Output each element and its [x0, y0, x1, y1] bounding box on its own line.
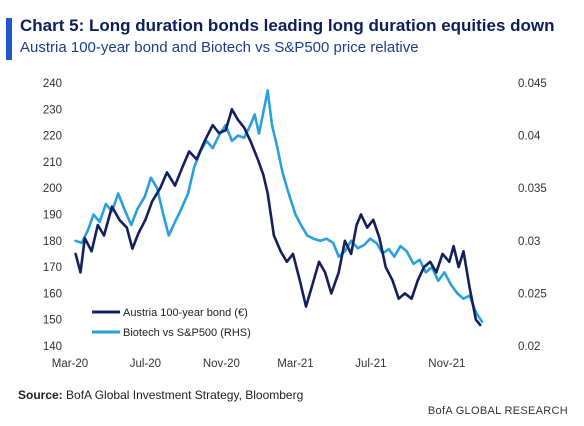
- y-left-tick-label: 200: [43, 183, 62, 195]
- x-tick-label: Mar-21: [277, 358, 313, 370]
- legend: Austria 100-year bond (€) Biotech vs S&P5…: [92, 307, 251, 339]
- y-right-tick-label: 0.02: [518, 341, 540, 353]
- x-tick-label: Jul-21: [355, 358, 386, 370]
- footer-brand: BofA GLOBAL RESEARCH: [427, 405, 568, 417]
- y-left-tick-label: 140: [43, 341, 62, 353]
- y-left-tick-label: 180: [43, 236, 62, 248]
- y-left-tick-label: 190: [43, 210, 62, 222]
- legend-label: Biotech vs S&P500 (RHS): [123, 327, 251, 339]
- chart-subtitle: Austria 100-year bond and Biotech vs S&P…: [20, 39, 419, 56]
- y-left-tick-label: 220: [43, 131, 62, 143]
- legend-label: Austria 100-year bond (€): [123, 307, 248, 319]
- y-left-tick-label: 150: [43, 315, 62, 327]
- y-left-tick-label: 210: [43, 157, 62, 169]
- biotech-line: [74, 89, 484, 324]
- y-right-tick-label: 0.025: [518, 288, 547, 300]
- y-left-tick-label: 170: [43, 262, 62, 274]
- plot-area: [74, 89, 484, 327]
- source-label: Source:: [18, 388, 63, 402]
- x-tick-label: Jul-20: [130, 358, 161, 370]
- y-right-tick-label: 0.04: [518, 131, 541, 143]
- chart-title: Chart 5: Long duration bonds leading lon…: [20, 16, 555, 35]
- y-right-tick-label: 0.03: [518, 236, 540, 248]
- x-tick-label: Nov-20: [203, 358, 240, 370]
- y-left-tick-label: 160: [43, 288, 62, 300]
- y-right-tick-label: 0.045: [518, 78, 547, 90]
- source-text: BofA Global Investment Strategy, Bloombe…: [66, 388, 304, 402]
- x-axis: Mar-20 Jul-20 Nov-20 Mar-21 Jul-21 Nov-21: [52, 358, 466, 370]
- y-axis-left: 140 150 160 170 180 190 200 210 220 230 240: [43, 78, 62, 353]
- austria-bond-line: [74, 108, 482, 327]
- title-accent-bar: [6, 18, 12, 60]
- source-note: Source: BofA Global Investment Strategy,…: [18, 388, 303, 402]
- y-right-tick-label: 0.035: [518, 183, 547, 195]
- x-tick-label: Nov-21: [428, 358, 465, 370]
- y-left-tick-label: 230: [43, 104, 62, 116]
- y-axis-right: 0.02 0.025 0.03 0.035 0.04 0.045: [518, 78, 547, 353]
- x-tick-label: Mar-20: [52, 358, 88, 370]
- y-left-tick-label: 240: [43, 78, 62, 90]
